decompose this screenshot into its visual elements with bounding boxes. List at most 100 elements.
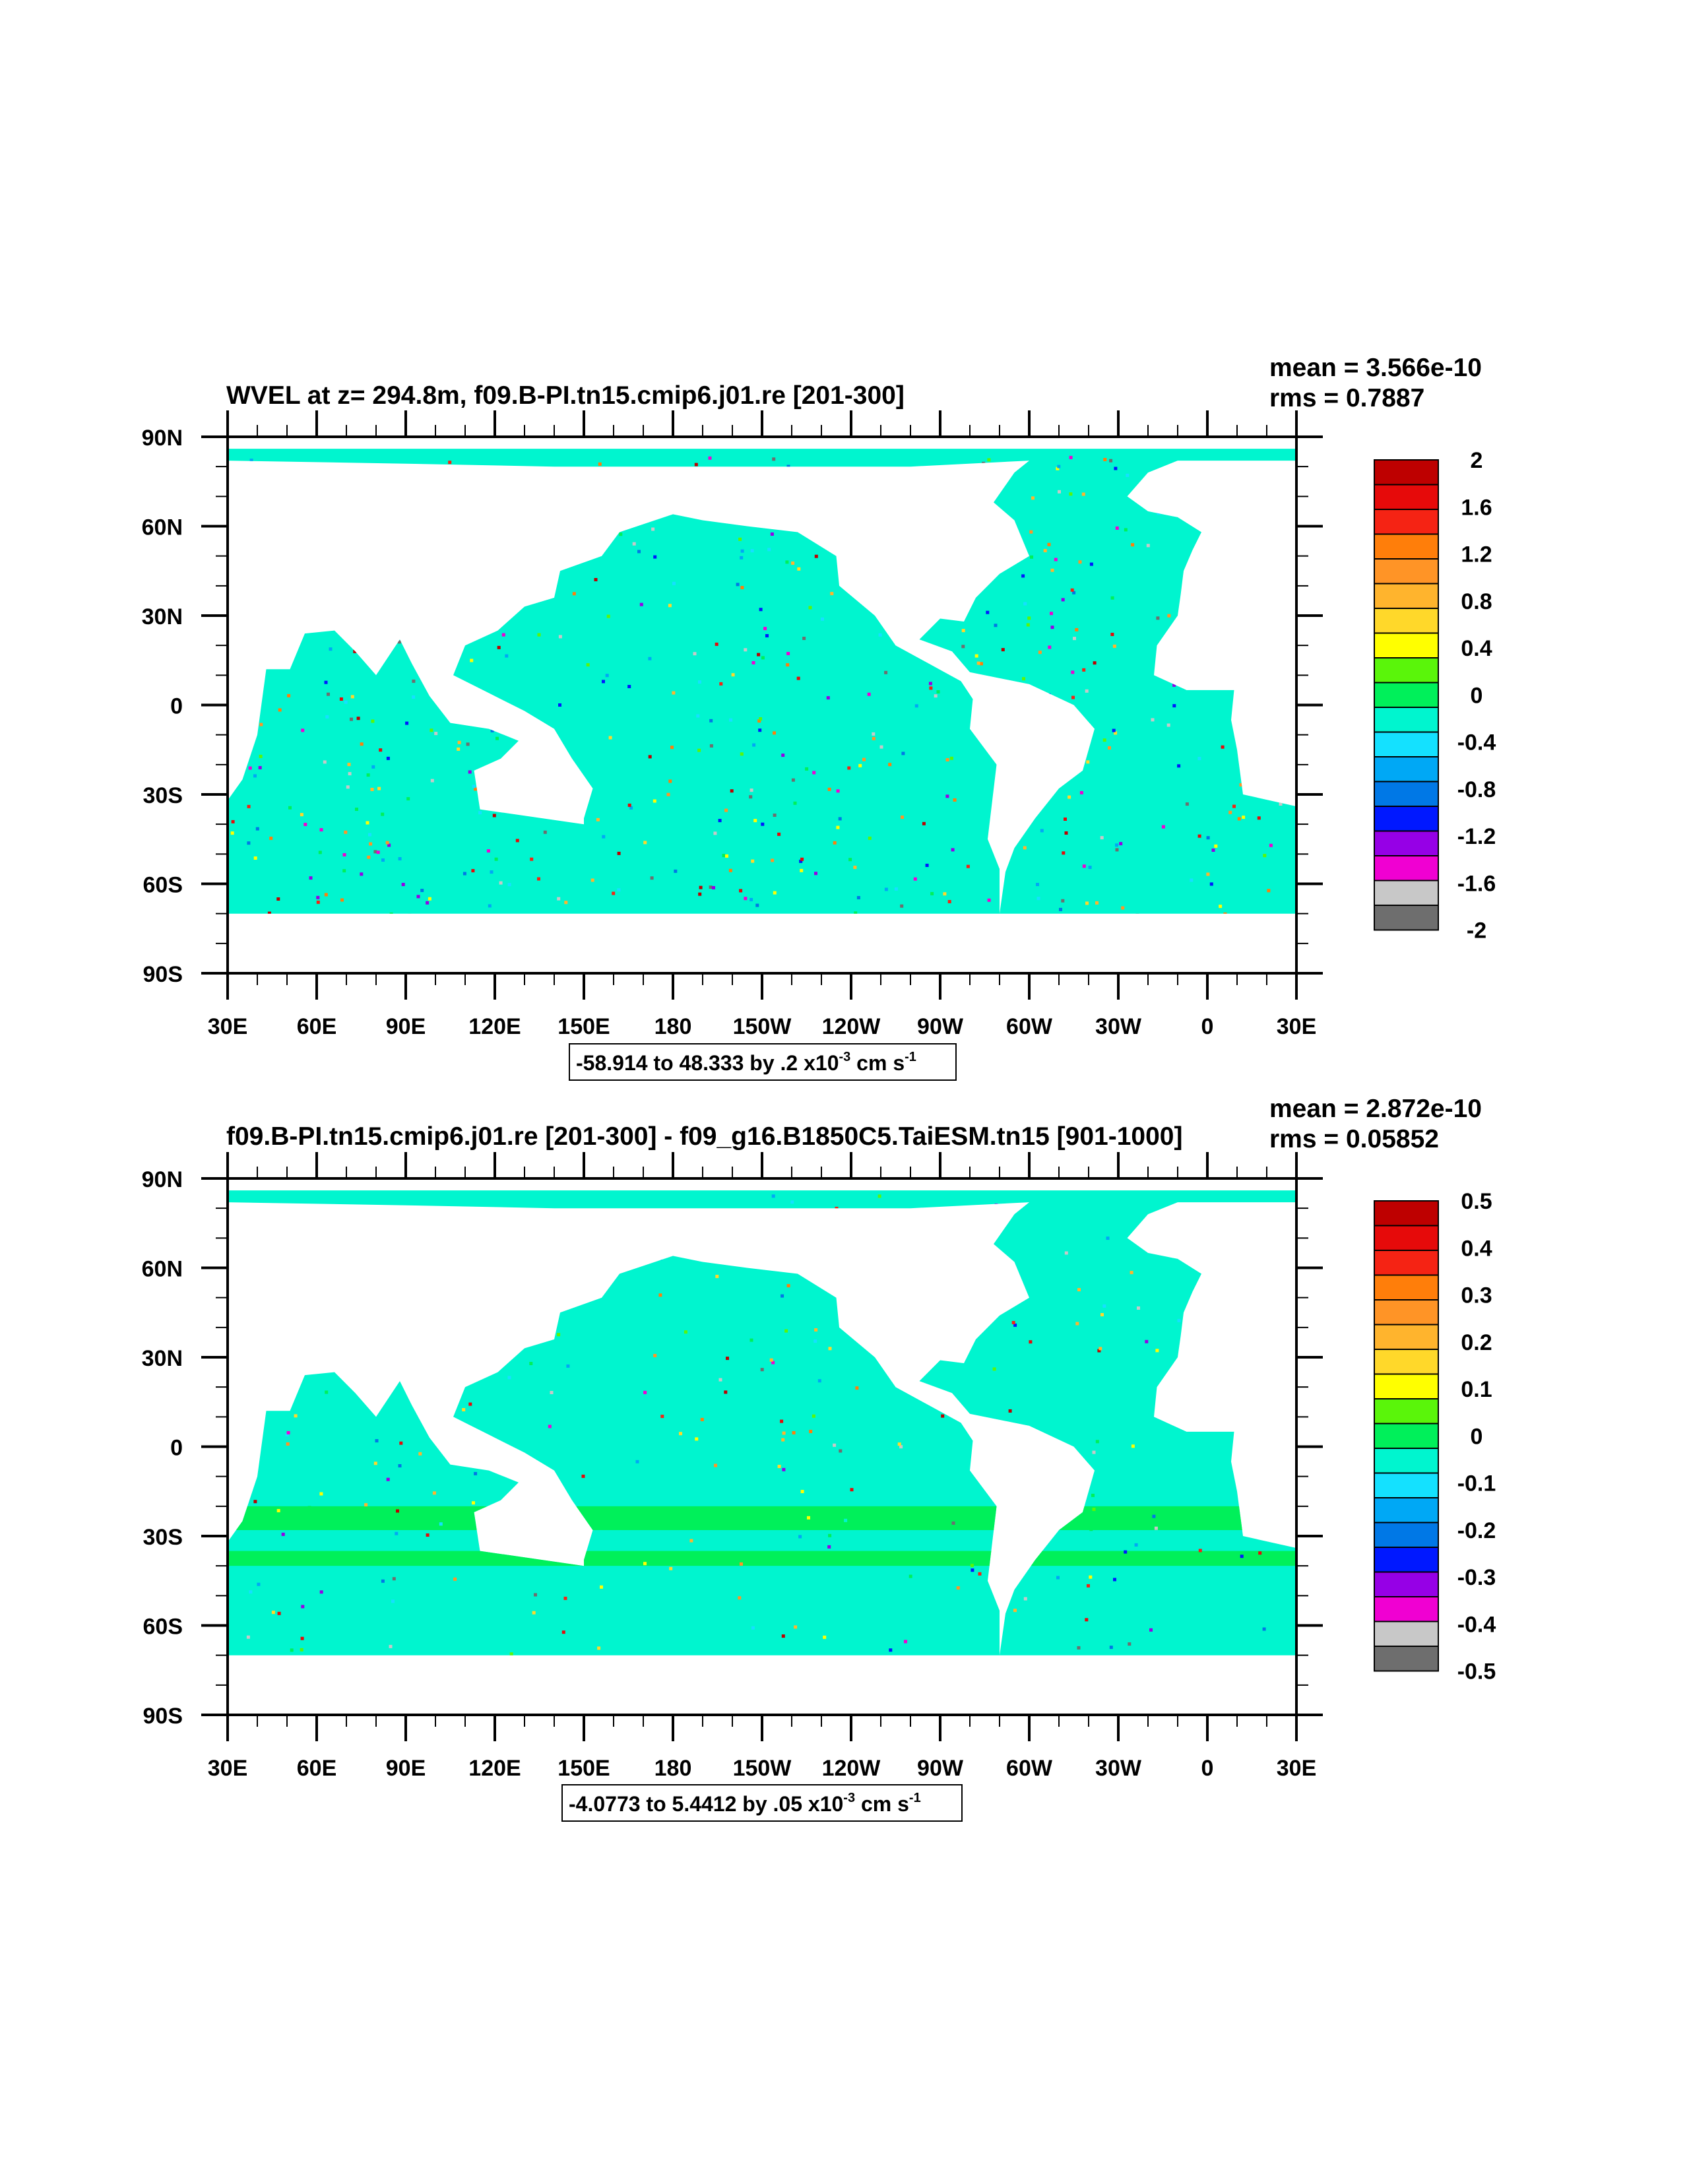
panel-2: f09.B-PI.tn15.cmip6.j01.re [201-300] - f…: [142, 1095, 1496, 1822]
colorbar-box: [1374, 1547, 1439, 1573]
colorbar-box: [1374, 1448, 1439, 1474]
colorbar-label: 0.1: [1461, 1377, 1492, 1402]
panel-1-contour-exp: -3: [839, 1050, 850, 1064]
panel-1-contour-unit-exp: -1: [905, 1050, 916, 1064]
lon-label: 120E: [468, 1756, 521, 1781]
svg-text:-58.914 to 48.333 by .2 x10-3: -58.914 to 48.333 by .2 x10-3 cm s-1: [576, 1050, 916, 1075]
colorbar-box: [1374, 1621, 1439, 1647]
panel-1-map: [201, 410, 1323, 1000]
colorbar-box: [1374, 608, 1439, 634]
colorbar-box: [1374, 1646, 1439, 1672]
lon-label: 0: [1201, 1014, 1214, 1039]
lon-label: 30W: [1095, 1756, 1142, 1781]
colorbar-box: [1374, 1373, 1439, 1399]
colorbar-box: [1374, 1274, 1439, 1301]
lat-label: 90N: [142, 1167, 183, 1192]
lat-label: 30N: [142, 1346, 183, 1371]
colorbar-box: [1374, 1398, 1439, 1425]
colorbar-box: [1374, 1225, 1439, 1251]
lon-label: 30W: [1095, 1014, 1142, 1039]
panel-2-contour-unit: cm s: [855, 1792, 909, 1816]
colorbar-box: [1374, 781, 1439, 807]
lon-label: 150W: [733, 1014, 792, 1039]
colorbar-label: 0.5: [1461, 1189, 1492, 1214]
panel-1-mean: mean = 3.566e-10: [1269, 354, 1482, 382]
colorbar-box: [1374, 855, 1439, 882]
lon-label: 150W: [733, 1756, 792, 1781]
panel-2-ticks: [201, 1152, 1323, 1741]
panel-1-title: WVEL at z= 294.8m, f09.B-PI.tn15.cmip6.j…: [226, 381, 905, 410]
colorbar-box: [1374, 830, 1439, 856]
colorbar-label: -0.5: [1457, 1659, 1496, 1685]
colorbar-label: 0.4: [1461, 1236, 1492, 1261]
lon-label: 30E: [208, 1014, 248, 1039]
lon-label: 60E: [297, 1756, 337, 1781]
colorbar-box: [1374, 707, 1439, 733]
panel-2-lon-labels: 30E 60E 90E 120E 150E 180 150W 120W 90W 60W 30W 0 30…: [208, 1756, 1317, 1781]
lat-label: 90S: [143, 1704, 183, 1729]
colorbar-box: [1374, 682, 1439, 708]
colorbar-label: 0.8: [1461, 589, 1492, 614]
colorbar-label: -0.1: [1457, 1471, 1496, 1496]
lat-label: 30N: [142, 604, 183, 629]
colorbar-box: [1374, 1522, 1439, 1548]
lat-label: 90S: [143, 962, 183, 987]
colorbar-label: 0: [1471, 1424, 1483, 1449]
colorbar-box: [1374, 509, 1439, 535]
panel-2-contour-info: -4.0773 to 5.4412 by .05 x10-3 cm s-1: [561, 1784, 963, 1822]
panel-2-lat-labels: 90N 60N 30N 0 30S 60S 90S: [142, 1167, 183, 1729]
colorbar-label: 1.2: [1461, 542, 1492, 567]
lon-label: 90E: [386, 1014, 426, 1039]
lat-label: 0: [170, 1436, 183, 1461]
lat-label: 60S: [143, 1615, 183, 1640]
colorbar-label: 0.3: [1461, 1283, 1492, 1308]
colorbar-box: [1374, 1299, 1439, 1326]
colorbar-label: -0.2: [1457, 1518, 1496, 1543]
colorbar-label: -0.3: [1457, 1565, 1496, 1590]
lon-label: 60W: [1006, 1014, 1053, 1039]
panel-1-contour-range: -58.914 to 48.333 by .2 x10: [576, 1051, 839, 1075]
lon-label: 90W: [917, 1014, 964, 1039]
colorbar-box: [1374, 533, 1439, 560]
lon-label: 180: [654, 1756, 692, 1781]
colorbar-box: [1374, 459, 1439, 486]
colorbar-box: [1374, 1497, 1439, 1524]
lon-label: 120W: [822, 1756, 881, 1781]
colorbar-box: [1374, 583, 1439, 609]
colorbar-label: -1.6: [1457, 871, 1496, 896]
colorbar-label: 1.6: [1461, 495, 1492, 520]
colorbar-box: [1374, 880, 1439, 906]
lon-label: 150E: [558, 1756, 610, 1781]
colorbar-box: [1374, 1349, 1439, 1375]
lat-label: 60S: [143, 873, 183, 898]
panel-2-colorbar: 0.5 0.4 0.3 0.2 0.1 0 -0.1 -0.2 -0.3 -0.4 -0.5: [1374, 1189, 1496, 1685]
panel-1-lat-labels: 90N 60N 30N 0 30S 60S 90S: [142, 426, 183, 987]
svg-text:-4.0773 to 5.4412 by .05 x10-3: -4.0773 to 5.4412 by .05 x10-3 cm s-1: [569, 1791, 921, 1816]
panel-1-colorbar: 2 1.6 1.2 0.8 0.4 0 -0.4 -0.8 -1.2 -1.6 -2: [1374, 448, 1496, 944]
colorbar-label: -2: [1467, 918, 1486, 944]
lon-label: 120W: [822, 1014, 881, 1039]
colorbar-label: -0.4: [1457, 1612, 1496, 1637]
colorbar-box: [1374, 1571, 1439, 1597]
lat-label: 30S: [143, 783, 183, 808]
lat-label: 60N: [142, 515, 183, 540]
colorbar-box: [1374, 1324, 1439, 1350]
colorbar-label: 0: [1471, 683, 1483, 708]
panel-1-lon-labels: 30E 60E 90E 120E 150E 180 150W 120W 90W 60W 30W 0 30…: [208, 1014, 1317, 1039]
panel-1-rms: rms = 0.7887: [1269, 384, 1424, 412]
lon-label: 60E: [297, 1014, 337, 1039]
colorbar-box: [1374, 484, 1439, 510]
colorbar-box: [1374, 657, 1439, 684]
colorbar-label: 0.4: [1461, 636, 1492, 661]
colorbar-label: -0.8: [1457, 777, 1496, 802]
panel-2-ocean-field: [228, 1190, 1296, 1655]
lon-label: 90W: [917, 1756, 964, 1781]
lat-label: 30S: [143, 1525, 183, 1550]
colorbar-box: [1374, 905, 1439, 931]
colorbar-box: [1374, 756, 1439, 783]
lat-label: 60N: [142, 1257, 183, 1282]
lon-label: 90E: [386, 1756, 426, 1781]
lat-label: 0: [170, 694, 183, 719]
lon-label: 30E: [1277, 1756, 1317, 1781]
